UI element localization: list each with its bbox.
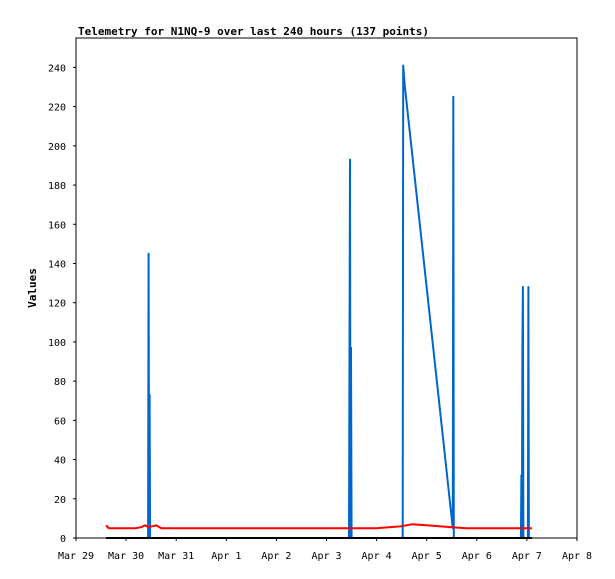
y-tick-label: 180 [48, 181, 66, 192]
series-line-2 [105, 523, 532, 530]
chart-title: Telemetry for N1NQ-9 over last 240 hours… [78, 25, 429, 38]
y-tick-label: 120 [48, 299, 66, 310]
y-tick-label: 40 [54, 456, 66, 467]
x-tick-label: Mar 30 [108, 551, 144, 562]
x-tick-label: Apr 1 [211, 551, 241, 562]
x-tick-label: Apr 5 [412, 551, 442, 562]
y-tick-label: 240 [48, 63, 66, 74]
y-tick-label: 20 [54, 495, 66, 506]
y-tick-label: 220 [48, 103, 66, 114]
y-tick-label: 80 [54, 377, 66, 388]
series-line-1 [106, 64, 532, 539]
x-tick-label: Mar 31 [158, 551, 194, 562]
y-axis-ticks: 0 20 40 60 80 100 120 140 160 180 200 220 240 [48, 63, 76, 545]
x-tick-label: Apr 4 [362, 551, 392, 562]
x-tick-label: Apr 6 [462, 551, 492, 562]
y-tick-label: 60 [54, 416, 66, 427]
x-axis-ticks: Mar 29 Mar 30 Mar 31 Apr 1 Apr 2 Apr 3 Apr 4 Ap… [58, 538, 592, 562]
y-axis-label: Values [26, 268, 39, 308]
y-tick-label: 100 [48, 338, 66, 349]
y-tick-label: 0 [60, 534, 66, 545]
y-tick-label: 200 [48, 142, 66, 153]
y-tick-label: 140 [48, 259, 66, 270]
series-layer [105, 64, 532, 539]
x-tick-label: Apr 7 [512, 551, 542, 562]
x-tick-label: Apr 2 [261, 551, 291, 562]
x-tick-label: Apr 3 [311, 551, 341, 562]
x-tick-label: Mar 29 [58, 551, 94, 562]
y-tick-label: 160 [48, 220, 66, 231]
x-tick-label: Apr 8 [562, 551, 592, 562]
